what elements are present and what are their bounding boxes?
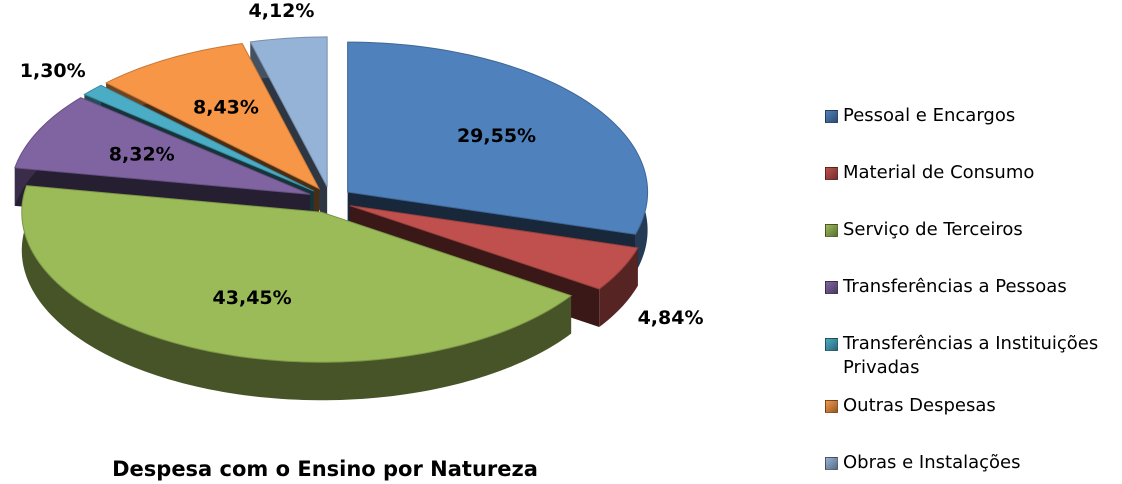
slice-top <box>21 185 573 363</box>
legend-item: Pessoal e Encargos <box>825 104 1115 128</box>
data-label: 29,55% <box>457 125 536 147</box>
data-label: 4,84% <box>638 307 704 329</box>
slice-top <box>347 41 649 235</box>
legend-label: Pessoal e Encargos <box>843 105 1016 126</box>
legend-item: Outras Despesas <box>825 394 1115 418</box>
slice-wall <box>21 185 572 401</box>
legend-swatch <box>825 338 838 351</box>
legend-item: Obras e Instalações <box>825 451 1115 475</box>
data-label: 1,30% <box>20 60 86 82</box>
legend-label: Transferências a Pessoas <box>843 276 1067 297</box>
legend-swatch <box>825 457 838 470</box>
data-label: 8,43% <box>193 97 259 119</box>
data-label: 43,45% <box>213 287 292 309</box>
legend-label: Material de Consumo <box>843 162 1035 183</box>
slice-top <box>14 97 311 195</box>
slice-top <box>349 205 639 290</box>
legend-swatch <box>825 281 838 294</box>
legend-swatch <box>825 167 838 180</box>
slice-wall <box>599 247 638 328</box>
legend-label: Obras e Instalações <box>843 452 1021 473</box>
legend-label: Serviço de Terceiros <box>843 219 1023 240</box>
legend-item: Transferências a Pessoas <box>825 275 1115 299</box>
pie-area: Despesa com o Ensino por Natureza 29,55%… <box>14 0 704 481</box>
legend-item: Transferências a Instituições Privadas <box>825 332 1115 380</box>
legend-swatch <box>825 400 838 413</box>
slice-top <box>83 84 314 192</box>
legend-item: Material de Consumo <box>825 161 1115 185</box>
legend-swatch <box>825 110 838 123</box>
legend-label: Transferências a Instituições Privadas <box>843 333 1099 378</box>
chart-title: Despesa com o Ensino por Natureza <box>112 457 538 481</box>
slice-top <box>249 36 328 188</box>
legend: Pessoal e Encargos Material de Consumo Ser… <box>825 104 1115 484</box>
legend-label: Outras Despesas <box>843 395 996 416</box>
slice-top <box>105 43 321 190</box>
legend-item: Serviço de Terceiros <box>825 218 1115 242</box>
data-label: 4,12% <box>249 0 315 22</box>
legend-swatch <box>825 224 838 237</box>
data-label: 8,32% <box>109 143 175 165</box>
pie-slice <box>21 185 573 401</box>
